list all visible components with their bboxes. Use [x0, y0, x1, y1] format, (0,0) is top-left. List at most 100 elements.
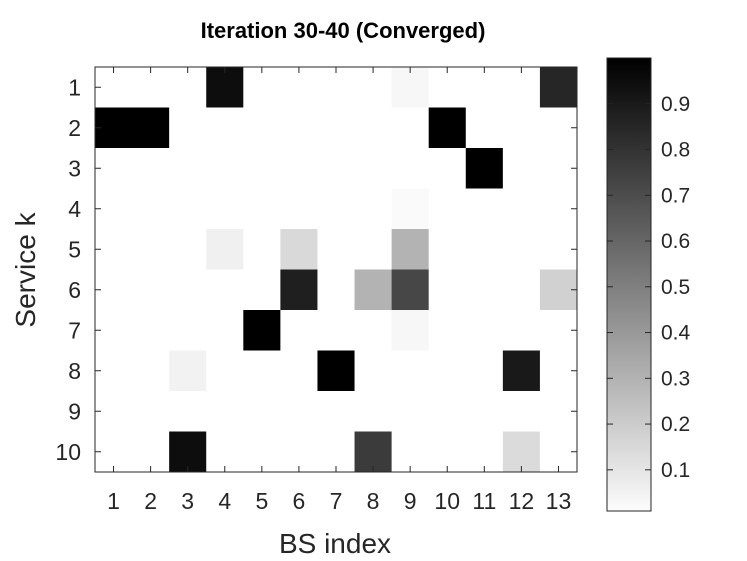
colorbar-tick-label: 0.9: [661, 93, 690, 116]
heatmap-cell: [132, 431, 170, 473]
x-tick-label: 5: [255, 488, 268, 514]
heatmap-cell: [280, 350, 318, 392]
heatmap-cell: [502, 148, 541, 189]
heatmap-cell: [502, 350, 541, 392]
heatmap-cell: [280, 310, 318, 351]
heatmap-cell: [169, 269, 207, 311]
heatmap-cell: [95, 269, 133, 311]
heatmap-cell: [354, 431, 393, 473]
colorbar-tick-label: 0.2: [661, 413, 690, 436]
heatmap-cell: [280, 269, 318, 311]
heatmap-cell: [169, 431, 207, 473]
heatmap-cell: [391, 350, 430, 392]
heatmap-cell: [95, 67, 133, 108]
heatmap-cell: [465, 188, 504, 230]
heatmap-cell: [391, 148, 430, 189]
heatmap-cell: [280, 107, 318, 149]
heatmap-cell: [95, 431, 133, 473]
heatmap-cell: [391, 431, 430, 473]
heatmap-cell: [502, 310, 541, 351]
heatmap-cell: [132, 188, 170, 230]
x-tick-label: 12: [509, 488, 535, 514]
heatmap-cell: [317, 229, 356, 270]
heatmap-cell: [465, 269, 504, 311]
heatmap-cell: [317, 107, 356, 149]
heatmap-cell: [502, 431, 541, 473]
heatmap-cell: [391, 67, 430, 108]
heatmap-cell: [206, 148, 244, 189]
heatmap-cell: [502, 107, 541, 149]
heatmap-cell: [169, 350, 207, 392]
colorbar-tick-label: 0.5: [661, 276, 690, 299]
heatmap-cell: [502, 391, 541, 432]
heatmap-cell: [132, 310, 170, 351]
heatmap-cell: [391, 229, 430, 270]
heatmap-cell: [465, 350, 504, 392]
heatmap-cell: [502, 229, 541, 270]
heatmap-cell: [317, 188, 356, 230]
heatmap-cell: [465, 310, 504, 351]
colorbar: [606, 57, 652, 512]
heatmap-cell: [317, 391, 356, 432]
y-tick-label: 3: [68, 155, 81, 181]
heatmap-cell: [354, 148, 393, 189]
heatmap-cell: [502, 67, 541, 108]
heatmap-cell: [428, 431, 467, 473]
x-axis-ticks: 1 2 3 4 5 6 7 8 9 10 11 12 13: [107, 67, 571, 514]
heatmap-cell: [354, 229, 393, 270]
heatmap-cell: [95, 229, 133, 270]
x-tick-label: 13: [546, 488, 572, 514]
heatmap-cell: [317, 67, 356, 108]
heatmap-cell: [243, 431, 281, 473]
heatmap-cell: [280, 148, 318, 189]
heatmap-cell: [132, 391, 170, 432]
heatmap-cell: [465, 391, 504, 432]
heatmap-cell: [132, 107, 170, 149]
heatmap-cell: [391, 269, 430, 311]
heatmap-cell: [206, 310, 244, 351]
heatmap-cell: [243, 148, 281, 189]
heatmap-cell: [169, 391, 207, 432]
heatmap-cell: [206, 67, 244, 108]
x-tick-label: 1: [107, 488, 120, 514]
heatmap-cell: [502, 188, 541, 230]
heatmap-cell: [169, 148, 207, 189]
heatmap-cell: [354, 107, 393, 149]
plot-frame: [94, 66, 578, 473]
heatmap-cell: [132, 350, 170, 392]
heatmap-cell: [354, 188, 393, 230]
x-tick-label: 2: [144, 488, 157, 514]
heatmap-cell: [391, 188, 430, 230]
x-tick-label: 3: [181, 488, 194, 514]
heatmap-cell: [95, 391, 133, 432]
heatmap-cell: [95, 107, 133, 149]
heatmap-cell: [280, 391, 318, 432]
colorbar-ticks: 0.1 0.2 0.3 0.4 0.5 0.6 0.7 0.8 0.9: [607, 93, 691, 482]
heatmap-cell: [428, 350, 467, 392]
y-axis-label: Service k: [10, 211, 41, 327]
heatmap-cell: [243, 188, 281, 230]
y-tick-label: 1: [68, 74, 81, 100]
colorbar-tick-label: 0.7: [661, 184, 690, 207]
heatmap-cell: [280, 188, 318, 230]
x-tick-label: 11: [472, 488, 496, 514]
colorbar-tick-label: 0.8: [661, 139, 690, 162]
x-tick-label: 6: [293, 488, 306, 514]
heatmap-cells: [95, 67, 578, 473]
x-tick-label: 9: [404, 488, 417, 514]
heatmap-cell: [243, 310, 281, 351]
heatmap-cell: [132, 67, 170, 108]
heatmap-cell: [95, 310, 133, 351]
heatmap-cell: [206, 107, 244, 149]
heatmap-cell: [428, 107, 467, 149]
heatmap-cell: [169, 188, 207, 230]
y-axis-ticks: 1 2 3 4 5 6 7 8 9 10: [55, 74, 577, 465]
heatmap-cell: [317, 350, 356, 392]
heatmap-cell: [243, 350, 281, 392]
heatmap-cell: [354, 269, 393, 311]
heatmap-cell: [317, 269, 356, 311]
heatmap-cell: [243, 67, 281, 108]
heatmap-cell: [354, 310, 393, 351]
y-tick-label: 4: [68, 196, 81, 222]
